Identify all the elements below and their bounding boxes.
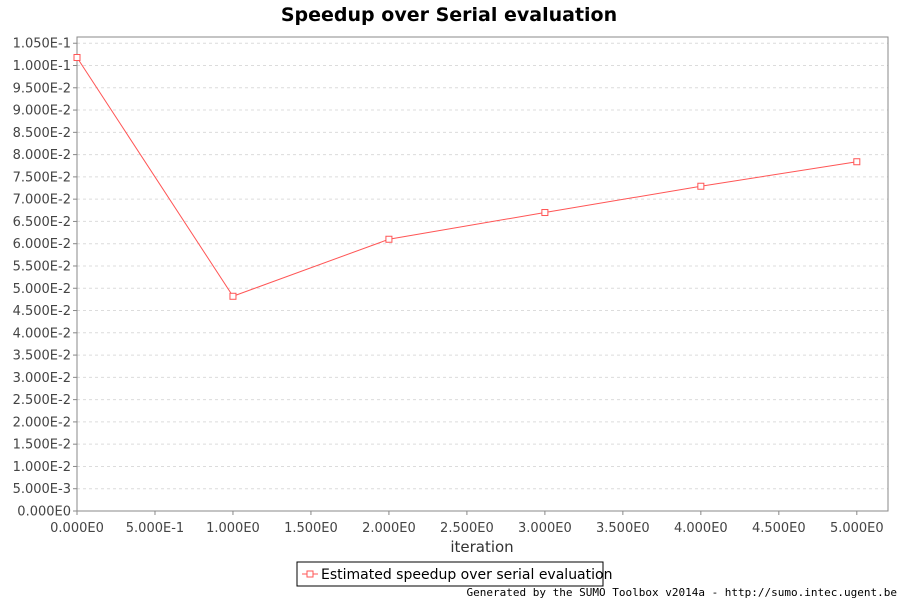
x-tick-label: 1.500E0 [284, 521, 338, 536]
legend: Estimated speedup over serial evaluation [296, 561, 612, 587]
x-tick-label: 5.000E-1 [126, 521, 184, 536]
chart-title: Speedup over Serial evaluation [281, 4, 617, 26]
y-tick-label: 3.000E-2 [13, 371, 71, 386]
y-tick-label: 1.000E-1 [13, 59, 71, 74]
x-axis: 0.000E0 5.000E-1 1.000E0 1.500E0 2.000E0 2.50… [50, 511, 884, 536]
grid-lines [77, 42, 888, 490]
footer-credit: Generated by the SUMO Toolbox v2014a - h… [467, 586, 897, 599]
x-tick-label: 5.000E0 [830, 521, 884, 536]
x-axis-label: iteration [450, 538, 513, 556]
y-tick-label: 1.500E-2 [13, 438, 71, 453]
x-tick-label: 3.000E0 [518, 521, 572, 536]
y-tick-label: 1.000E-2 [13, 460, 71, 475]
y-tick-label: 4.000E-2 [13, 326, 71, 341]
y-tick-label: 7.500E-2 [13, 170, 71, 185]
plot-area [76, 36, 889, 512]
x-tick-label: 2.000E0 [362, 521, 416, 536]
data-point-marker [541, 209, 549, 217]
y-tick-label: 8.500E-2 [13, 126, 71, 141]
legend-box [296, 561, 604, 587]
y-tick-label: 9.500E-2 [13, 81, 71, 96]
data-point-marker [697, 182, 705, 190]
data-point-marker [73, 53, 81, 61]
x-tick-label: 3.500E0 [596, 521, 650, 536]
y-tick-label: 6.000E-2 [13, 237, 71, 252]
y-tick-label: 2.500E-2 [13, 393, 71, 408]
y-tick-label: 2.000E-2 [13, 415, 71, 430]
series-layer [73, 53, 861, 300]
y-tick-label: 6.500E-2 [13, 215, 71, 230]
y-tick-label: 5.500E-2 [13, 259, 71, 274]
legend-label: Estimated speedup over serial evaluation [321, 567, 612, 583]
legend-marker-swatch [306, 570, 314, 578]
x-tick-label: 4.500E0 [752, 521, 806, 536]
series-line [76, 57, 857, 297]
x-tick-label: 1.000E0 [206, 521, 260, 536]
data-point-marker [385, 235, 393, 243]
y-tick-label: 7.000E-2 [13, 193, 71, 208]
x-tick-label: 4.000E0 [674, 521, 728, 536]
y-tick-label: 5.000E-3 [13, 482, 71, 497]
data-point-marker [853, 158, 861, 166]
x-tick-label: 0.000E0 [50, 521, 104, 536]
y-tick-label: 1.050E-1 [13, 37, 71, 52]
y-tick-label: 9.000E-2 [13, 104, 71, 119]
y-tick-label: 3.500E-2 [13, 349, 71, 364]
y-axis: 0.000E0 5.000E-3 1.000E-2 1.500E-2 2.000E-2 2… [13, 37, 77, 520]
y-tick-label: 4.500E-2 [13, 304, 71, 319]
x-tick-label: 2.500E0 [440, 521, 494, 536]
y-tick-label: 8.000E-2 [13, 148, 71, 163]
data-point-marker [229, 292, 237, 300]
y-tick-label: 5.000E-2 [13, 282, 71, 297]
y-tick-label: 0.000E0 [17, 505, 71, 520]
